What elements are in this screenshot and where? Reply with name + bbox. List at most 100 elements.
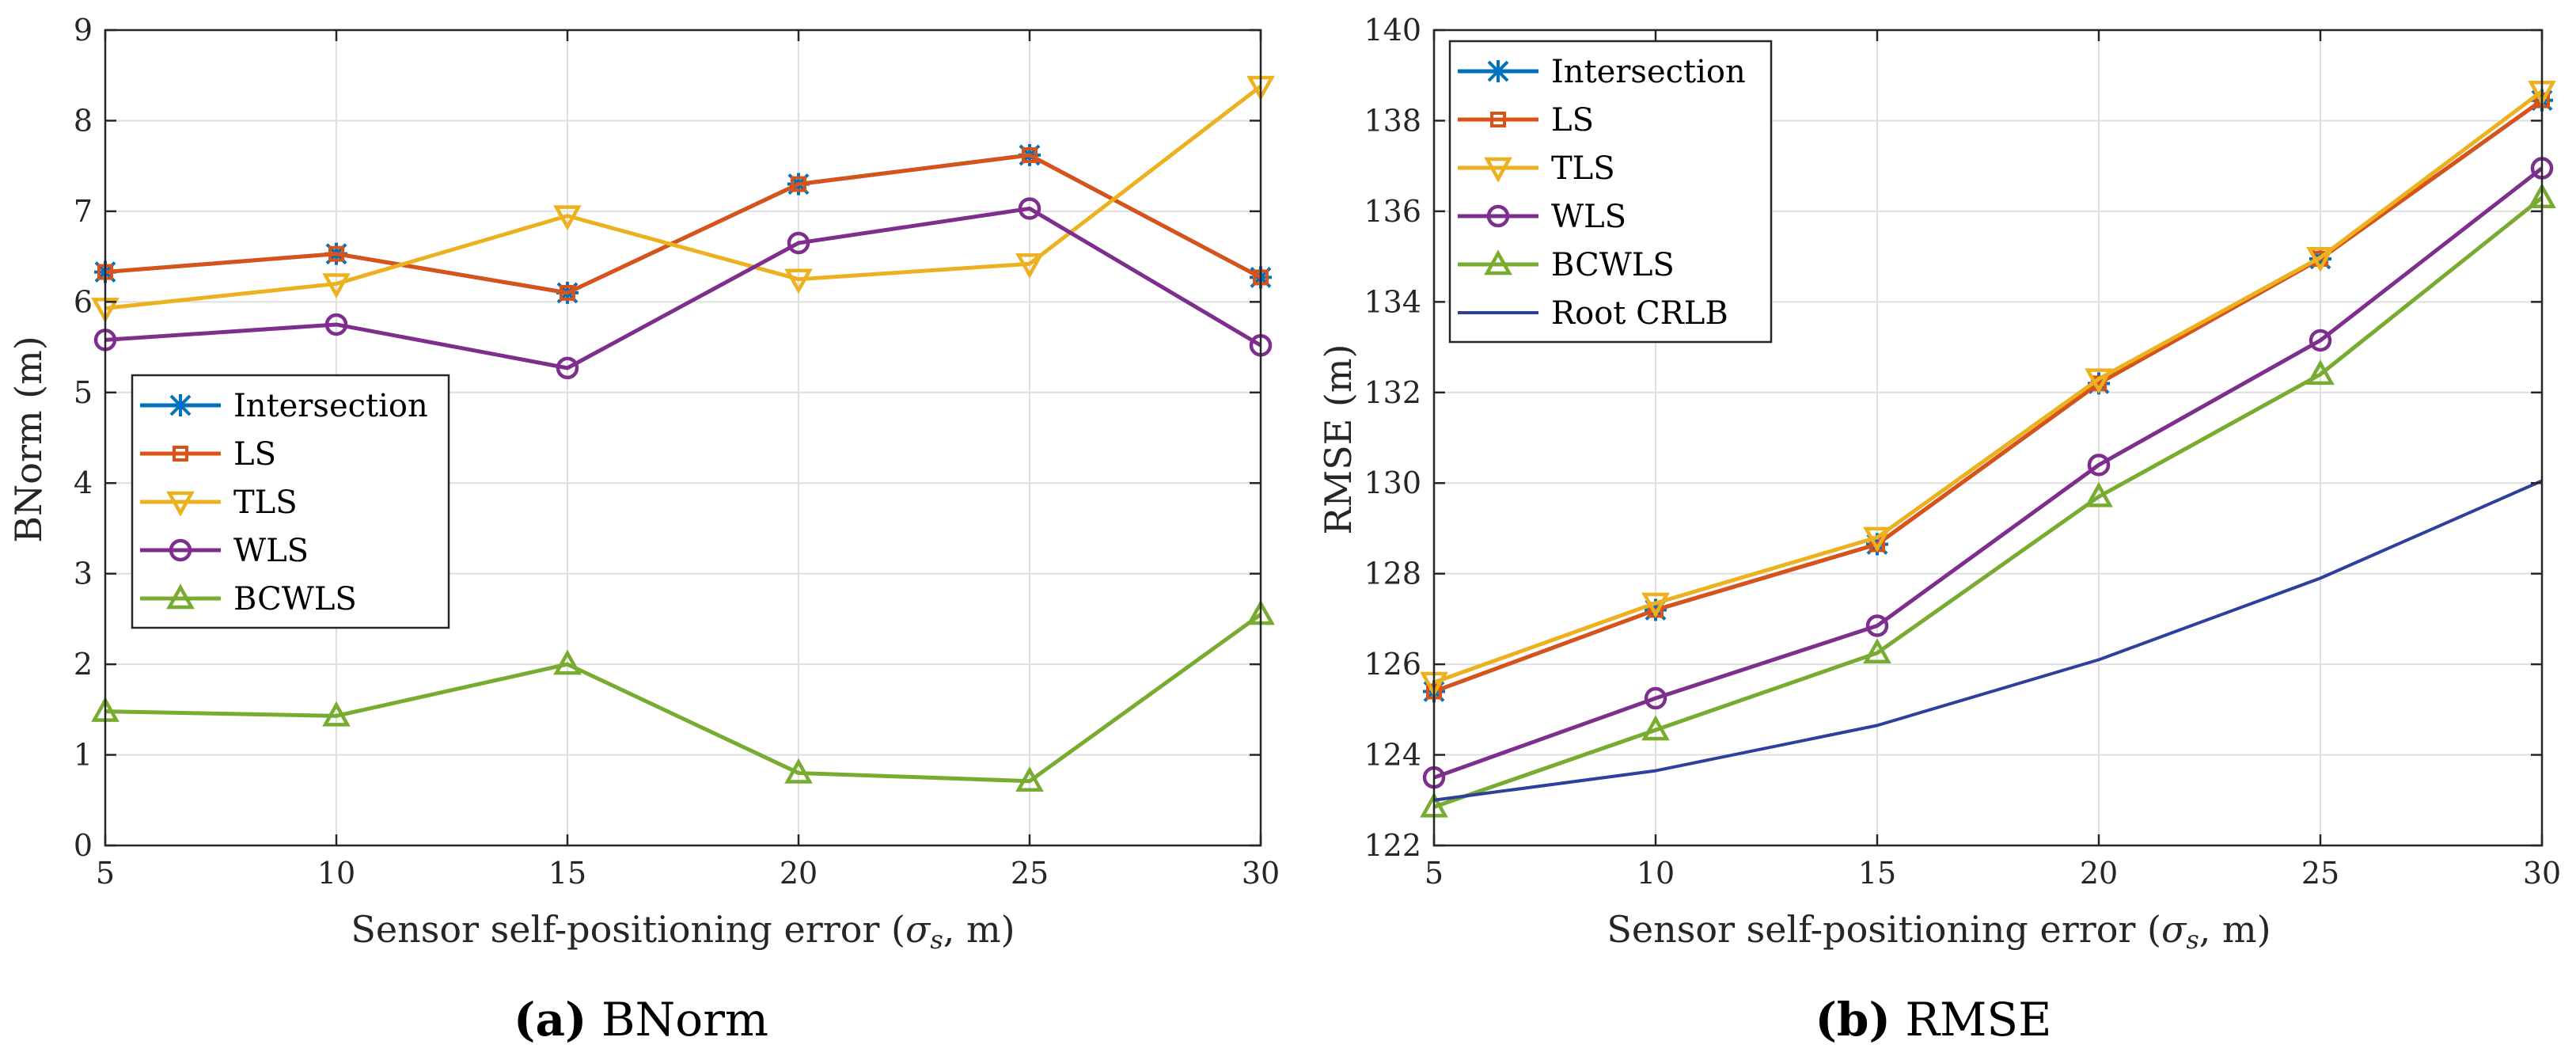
- y-tick-label: 2: [74, 647, 93, 682]
- data-point-tls: [1863, 526, 1891, 553]
- data-point-wls: [1865, 614, 1889, 637]
- legend-label: Intersection: [1551, 54, 1746, 90]
- legend-marker-ls: [1490, 112, 1506, 127]
- y-tick-label: 7: [74, 194, 93, 229]
- legend-marker-wls: [1486, 204, 1510, 228]
- data-point-wls: [1018, 197, 1041, 220]
- x-tick-label: 15: [1858, 856, 1896, 891]
- data-point-ls: [560, 284, 575, 301]
- series-tls: [1420, 81, 2556, 697]
- legend: Intersection LS TLS WLS BCWLS Root CRLB: [1448, 40, 1773, 344]
- series-line-ls: [1433, 98, 2544, 693]
- legend-label: LS: [1551, 102, 1594, 139]
- y-tick-label: 5: [74, 375, 93, 410]
- panel-a-caption: (a) BNorm: [514, 993, 768, 1047]
- series-line-tls: [1433, 89, 2544, 685]
- legend-item-ls: LS: [140, 436, 276, 473]
- legend-label: WLS: [1551, 199, 1626, 235]
- y-tick-label: 134: [1364, 284, 1421, 319]
- panel-b-rmse-chart: RMSE (m) Sensor self-positioning error (…: [1317, 13, 2561, 1047]
- y-tick-label: 132: [1364, 375, 1421, 410]
- series-wls: [93, 197, 1273, 380]
- data-point-wls: [787, 231, 810, 255]
- panel-b-ylabel: RMSE (m): [1317, 344, 1360, 535]
- legend-label: WLS: [233, 533, 309, 569]
- y-tick-label: 3: [74, 557, 93, 591]
- series-root-crlb: [1433, 479, 2543, 802]
- x-tick-label: 10: [1637, 856, 1675, 891]
- x-tick-label: 5: [1425, 856, 1444, 891]
- legend-label: Intersection: [233, 388, 428, 424]
- y-tick-label: 140: [1364, 13, 1421, 47]
- panel-a-xlabel: Sensor self-positioning error (σs, m): [351, 908, 1015, 955]
- legend-marker-intersection: [1487, 60, 1509, 82]
- legend-item-ls: LS: [1458, 102, 1594, 139]
- legend-item-bcwls: BCWLS: [140, 581, 357, 617]
- legend-marker-wls: [169, 538, 192, 562]
- data-point-tls: [1641, 592, 1670, 618]
- data-point-tls: [2085, 368, 2113, 394]
- axes-frame: [1432, 28, 2544, 847]
- y-tick-label: 0: [74, 828, 93, 863]
- data-point-bcwls: [2085, 481, 2113, 507]
- series-ls: [97, 146, 1269, 301]
- x-tick-label: 30: [2523, 856, 2561, 891]
- series-line-wls: [1433, 166, 2544, 780]
- legend-label: BCWLS: [1551, 247, 1675, 283]
- series-bcwls: [1420, 183, 2556, 818]
- legend-marker-intersection: [169, 394, 192, 416]
- y-tick-label: 8: [74, 103, 93, 138]
- y-tick-label: 4: [74, 465, 93, 500]
- series-wls: [1422, 157, 2554, 789]
- data-point-tls: [553, 205, 582, 231]
- x-tick-label: 15: [548, 856, 586, 891]
- panel-b-xlabel: Sensor self-positioning error (σs, m): [1607, 908, 2271, 955]
- x-tick-label: 20: [780, 856, 818, 891]
- legend-item-intersection: Intersection: [1458, 54, 1746, 90]
- legend-item-wls: WLS: [1458, 199, 1626, 235]
- legend-label: TLS: [233, 484, 298, 521]
- data-point-ls: [328, 245, 344, 262]
- y-tick-label: 126: [1364, 647, 1421, 682]
- legend-item-tls: TLS: [1458, 150, 1615, 187]
- legend-box: [1448, 40, 1773, 344]
- y-tick-label: 1: [74, 738, 93, 773]
- panel-a-ylabel: BNorm (m): [7, 336, 50, 543]
- x-tick-label: 5: [96, 856, 115, 891]
- legend-item-bcwls: BCWLS: [1458, 247, 1675, 283]
- y-tick-label: 9: [74, 13, 93, 47]
- data-point-wls: [2087, 454, 2111, 477]
- legend-marker-bcwls: [166, 583, 195, 610]
- legend-item-root-crlb: Root CRLB: [1458, 295, 1728, 332]
- y-tick-label: 138: [1364, 103, 1421, 138]
- data-point-tls: [2306, 247, 2335, 272]
- series-line-wls: [104, 206, 1262, 370]
- legend-item-intersection: Intersection: [140, 388, 428, 424]
- legend-label: BCWLS: [233, 581, 357, 617]
- data-point-bcwls: [2306, 359, 2335, 386]
- data-point-wls: [2309, 329, 2332, 352]
- data-point-bcwls: [553, 649, 582, 675]
- legend-marker-ls: [173, 446, 188, 462]
- series-line-root-crlb: [1433, 479, 2543, 802]
- data-point-bcwls: [1015, 766, 1044, 792]
- legend-marker-tls: [1484, 157, 1512, 183]
- data-point-wls: [1644, 686, 1667, 710]
- data-point-ls: [1022, 146, 1038, 163]
- x-tick-label: 30: [1242, 856, 1280, 891]
- series-line-tls: [104, 84, 1262, 310]
- data-point-ls: [791, 176, 806, 192]
- data-point-tls: [1015, 253, 1044, 279]
- data-point-bcwls: [1863, 638, 1891, 664]
- y-tick-label: 136: [1364, 194, 1421, 229]
- data-point-bcwls: [322, 701, 351, 727]
- data-point-bcwls: [784, 758, 813, 784]
- panel-a-bnorm-chart: BNorm (m) Sensor self-positioning error …: [7, 13, 1280, 1047]
- legend-marker-tls: [166, 491, 195, 517]
- legend: Intersection LS TLS WLS BCWLS: [131, 374, 450, 629]
- data-point-tls: [784, 268, 813, 294]
- legend-marker-bcwls: [1484, 249, 1512, 275]
- x-tick-label: 20: [2080, 856, 2118, 891]
- legend-label: LS: [233, 436, 276, 473]
